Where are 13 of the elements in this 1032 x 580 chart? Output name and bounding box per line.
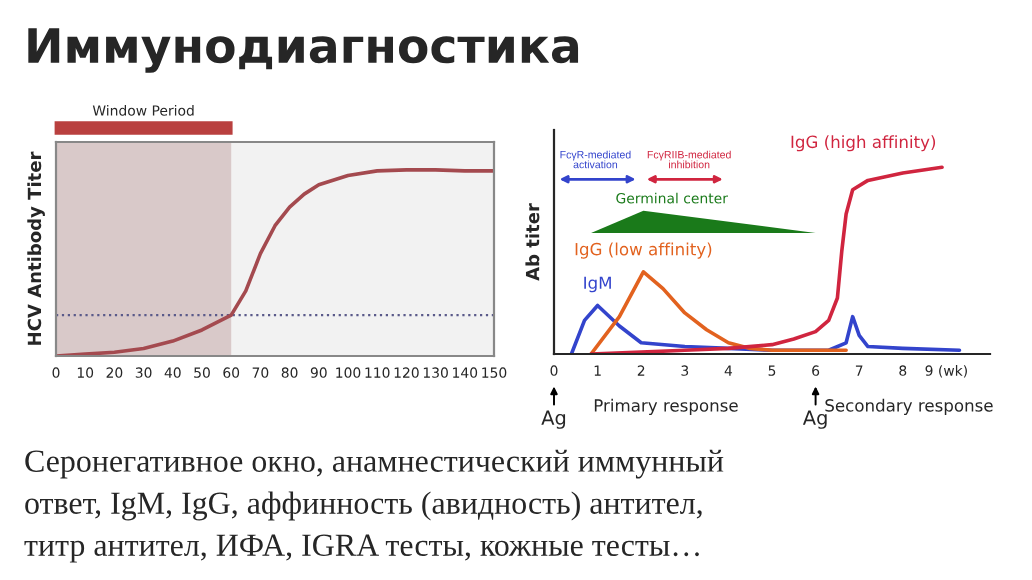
y-axis-title: HCV Antibody Titer [27, 151, 45, 345]
text: Серонегативное окно, анамнестический иммунный [25, 449, 724, 479]
text: Ag [541, 410, 566, 429]
series-label: IgG (high affinity) [791, 135, 936, 152]
y-axis-title: Ab titer [525, 203, 540, 281]
text: ответ, IgM, IgG, аффинность (авидность) антител, [25, 491, 702, 521]
text: Ag [802, 410, 827, 429]
text: Secondary response [825, 398, 993, 415]
text: титр антител, ИФА, IGRA тесты, кожные тесты… [24, 534, 699, 563]
text: Primary response [594, 398, 738, 415]
text: Иммунодиагностика [28, 28, 579, 73]
series-label: IgM [584, 276, 611, 293]
series-label: IgG (low affinity) [575, 242, 712, 259]
